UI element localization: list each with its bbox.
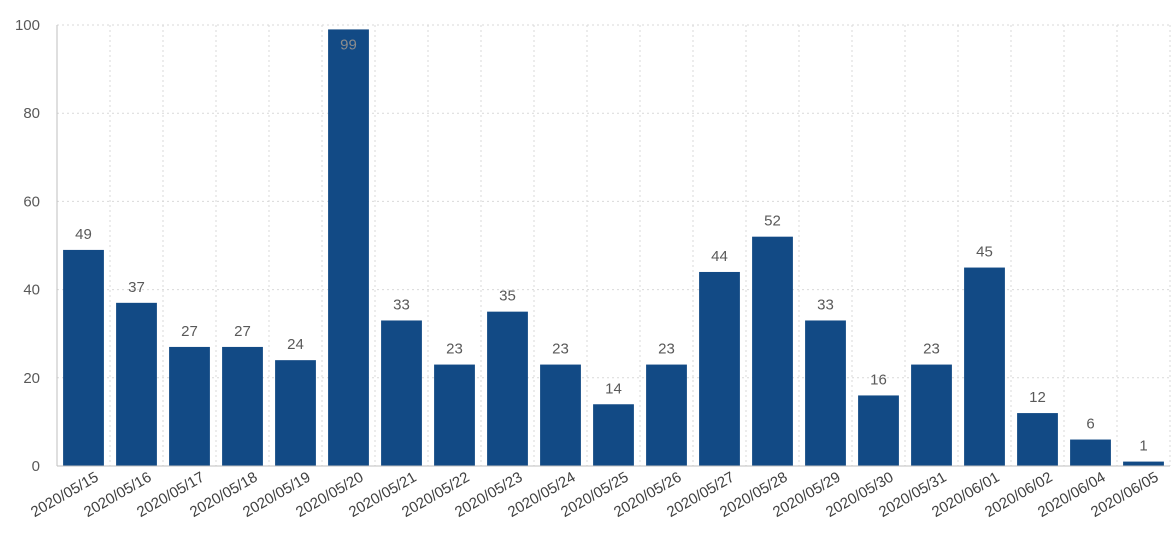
data-label: 27 <box>234 323 251 340</box>
bar <box>805 320 846 466</box>
bar <box>222 346 263 466</box>
data-labels: 49 37 27 27 24 99 33 23 35 23 14 23 44 52 33 16 23 45 12 6 1 <box>75 36 1148 454</box>
y-axis: 0 20 40 60 80 100 <box>15 17 58 475</box>
bar <box>1123 461 1164 466</box>
data-label: 27 <box>181 323 198 340</box>
data-label: 23 <box>552 341 569 358</box>
bar <box>116 302 157 466</box>
bar <box>540 364 581 466</box>
y-tick-label: 100 <box>15 17 40 34</box>
data-label: 52 <box>764 213 781 230</box>
data-label: 14 <box>605 380 622 397</box>
bar <box>1017 413 1058 466</box>
gridlines <box>57 24 1171 466</box>
bar <box>911 364 952 466</box>
data-label: 24 <box>287 336 304 353</box>
bar <box>1070 439 1111 466</box>
bar <box>487 311 528 466</box>
data-label: 23 <box>923 341 940 358</box>
bars <box>63 29 1164 466</box>
data-label: 49 <box>75 226 92 243</box>
y-tick-label: 20 <box>23 370 40 387</box>
bar <box>699 271 740 466</box>
data-label: 44 <box>711 248 728 265</box>
data-label: 37 <box>128 279 145 296</box>
data-label: 35 <box>499 288 516 305</box>
data-label: 33 <box>817 296 834 313</box>
bar <box>275 360 316 466</box>
data-label: 1 <box>1139 438 1147 455</box>
data-label: 16 <box>870 371 887 388</box>
bar <box>752 236 793 466</box>
bar <box>858 395 899 466</box>
bar <box>328 29 369 466</box>
data-label: 45 <box>976 244 993 261</box>
y-tick-label: 80 <box>23 105 40 122</box>
data-label: 99 <box>340 36 357 53</box>
bar <box>964 267 1005 466</box>
data-label: 23 <box>658 341 675 358</box>
bar <box>63 249 104 466</box>
bar <box>593 404 634 466</box>
data-label: 23 <box>446 341 463 358</box>
data-label: 6 <box>1086 416 1094 433</box>
bar <box>381 320 422 466</box>
y-tick-label: 40 <box>23 282 40 299</box>
data-label: 33 <box>393 296 410 313</box>
y-tick-label: 60 <box>23 193 40 210</box>
bar <box>646 364 687 466</box>
y-tick-label: 0 <box>32 458 40 475</box>
x-axis: 2020/05/152020/05/162020/05/172020/05/18… <box>28 465 1170 521</box>
data-label: 12 <box>1029 389 1046 406</box>
bar <box>169 346 210 466</box>
bar <box>434 364 475 466</box>
